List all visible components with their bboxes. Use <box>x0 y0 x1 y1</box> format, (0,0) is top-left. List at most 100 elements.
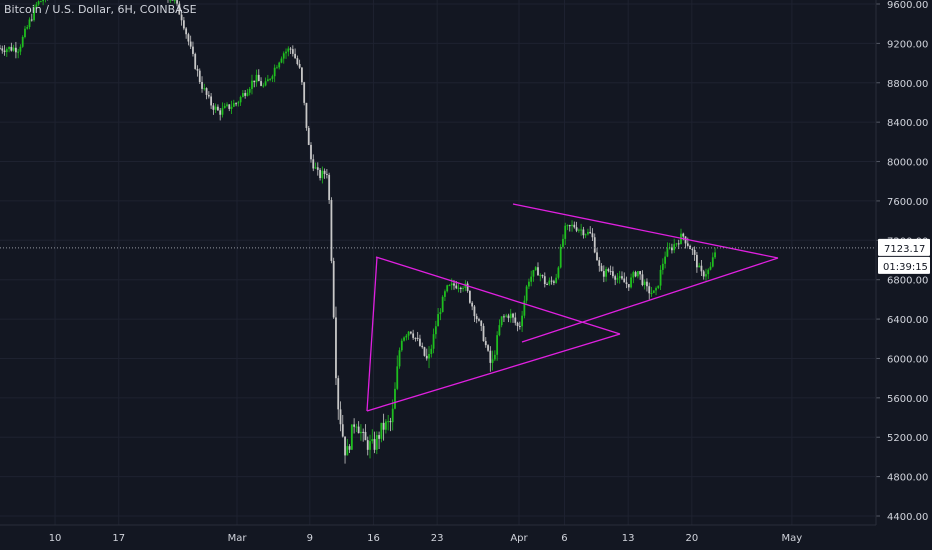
candle-up <box>664 256 667 264</box>
candle-down <box>473 306 476 317</box>
candle-down <box>684 236 687 244</box>
candle-down <box>671 247 673 251</box>
candle-up <box>714 252 716 258</box>
candle-up <box>241 93 244 97</box>
candle-up <box>35 4 38 8</box>
candle-down <box>382 422 385 430</box>
candle-down <box>646 281 648 287</box>
candle-down <box>503 316 505 318</box>
trendline[interactable] <box>366 333 621 412</box>
candle-up <box>652 290 655 293</box>
countdown-badge <box>878 256 930 274</box>
candle-up <box>498 325 501 336</box>
candle-up <box>632 272 635 278</box>
trendline[interactable] <box>521 257 779 343</box>
price-tick-label: 6400.00 <box>887 315 928 326</box>
candle-down <box>171 0 174 1</box>
candle-up <box>314 167 317 169</box>
candle-up <box>262 85 265 87</box>
candle-up <box>398 350 401 367</box>
price-tick-label: 6000.00 <box>887 354 928 365</box>
candle-up <box>655 288 657 291</box>
candle-down <box>582 229 585 236</box>
candle-up <box>369 441 371 450</box>
candle-up <box>169 0 172 1</box>
time-tick-label: 23 <box>431 533 444 544</box>
candle-up <box>266 79 269 82</box>
candle-up <box>237 102 240 104</box>
candle-up <box>407 331 410 336</box>
candle-down <box>341 424 344 437</box>
price-tick-label: 5200.00 <box>887 433 928 444</box>
candle-down <box>425 355 428 359</box>
candle-down <box>323 170 326 174</box>
candle-up <box>391 408 394 423</box>
candle-down <box>541 275 544 277</box>
candle-down <box>337 378 340 410</box>
candle-up <box>321 170 324 179</box>
candle-up <box>496 335 499 355</box>
time-tick-label: Mar <box>228 533 248 544</box>
candle-up <box>221 108 224 115</box>
candle-down <box>625 282 628 285</box>
candle-up <box>269 78 272 80</box>
time-tick-label: 9 <box>307 533 313 544</box>
candle-up <box>264 81 267 86</box>
price-tick-label: 6800.00 <box>887 276 928 287</box>
candle-up <box>698 265 701 268</box>
candle-up <box>564 225 567 239</box>
candle-up <box>173 0 176 2</box>
candle-down <box>641 274 644 286</box>
candle-down <box>639 271 642 275</box>
candle-down <box>364 431 367 441</box>
candle-down <box>475 316 478 320</box>
candle-down <box>634 272 637 277</box>
candle-up <box>394 388 396 409</box>
price-tick-label: 8800.00 <box>887 79 928 90</box>
candle-down <box>421 345 424 348</box>
candle-up <box>371 439 374 442</box>
candle-down <box>600 265 603 272</box>
candle-down <box>484 341 487 346</box>
trendline[interactable] <box>375 256 621 335</box>
candle-down <box>10 46 13 51</box>
last-price-badge <box>878 238 930 256</box>
candle-up <box>587 231 589 235</box>
candle-up <box>491 359 494 363</box>
candle-up <box>428 353 430 359</box>
candle-down <box>296 58 299 65</box>
candle-up <box>707 269 710 275</box>
candle-down <box>217 106 219 111</box>
candle-up <box>571 224 573 227</box>
candle-up <box>555 277 558 283</box>
candle-up <box>444 291 446 297</box>
candle-up <box>528 281 530 287</box>
candle-up <box>661 263 664 270</box>
candle-up <box>709 266 712 270</box>
candle-up <box>509 313 512 319</box>
candle-down <box>1 48 4 51</box>
candle-up <box>28 19 31 28</box>
time-tick-label: May <box>782 533 803 544</box>
candle-down <box>228 104 231 109</box>
candle-up <box>580 229 583 231</box>
candle-down <box>466 283 469 291</box>
candle-down <box>416 337 419 339</box>
candle-up <box>385 421 387 430</box>
candle-down <box>316 167 319 170</box>
candle-down <box>210 96 213 106</box>
candle-down <box>373 439 376 450</box>
candle-down <box>700 265 703 272</box>
candle-down <box>573 224 576 228</box>
candle-down <box>596 252 598 261</box>
candle-down <box>305 102 308 128</box>
candle-up <box>650 292 653 294</box>
candle-down <box>303 82 306 103</box>
trendline[interactable] <box>512 203 779 259</box>
time-tick-label: Apr <box>510 533 528 544</box>
candle-up <box>396 366 399 389</box>
candle-down <box>459 287 462 290</box>
trendline[interactable] <box>366 256 378 412</box>
